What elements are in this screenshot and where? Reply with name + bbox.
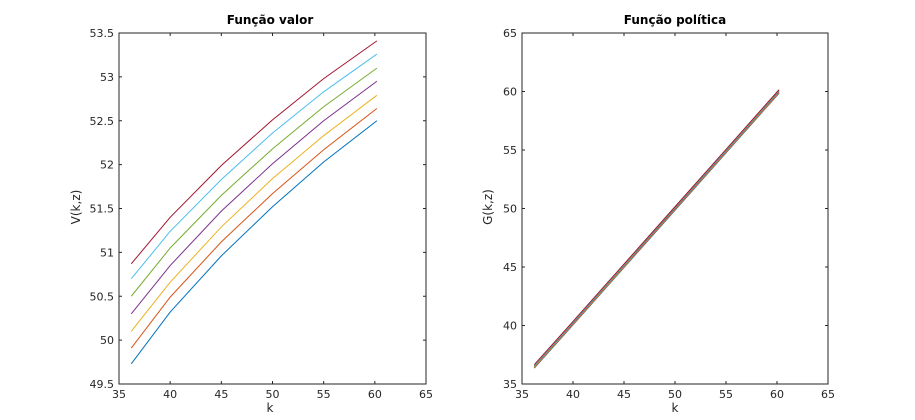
x-tick-label: 55 [317, 388, 331, 401]
y-tick-label: 53 [100, 71, 114, 84]
x-tick-label: 65 [821, 388, 835, 401]
x-tick-label: 50 [668, 388, 682, 401]
y-tick-label: 49.5 [90, 378, 115, 391]
x-tick-label: 65 [419, 388, 433, 401]
plot-area: 35 40 45 50 55 60 65 35 40 45 50 55 60 65 [503, 27, 835, 401]
y-tick-label: 50 [503, 203, 517, 216]
series-line-7 [533, 89, 780, 366]
x-axis-label: k [672, 401, 679, 415]
x-axis-label: k [267, 401, 274, 415]
y-tick-label: 35 [503, 378, 517, 391]
series-line-1 [130, 120, 378, 365]
policy-function-chart: Função política k G(k,z) 35 40 45 50 55 60 653… [481, 13, 835, 415]
x-tick-label: 45 [617, 388, 631, 401]
series-line-5 [130, 67, 378, 297]
chart-title: Função valor [227, 13, 314, 27]
y-axis-label: V(k,z) [69, 190, 83, 225]
plot-area: 35 40 45 50 55 60 65 49.5 50 50.5 51 51.5 52 52.5 53 53… [90, 27, 434, 401]
y-tick-label: 55 [503, 144, 517, 157]
y-tick-label: 50 [100, 334, 114, 347]
series-line-2 [130, 108, 378, 349]
x-tick-label: 35 [112, 388, 126, 401]
y-tick-label: 51.5 [90, 203, 115, 216]
x-tick-label: 60 [770, 388, 784, 401]
y-tick-label: 52.5 [90, 115, 115, 128]
x-tick-label: 50 [266, 388, 280, 401]
y-tick-label: 52 [100, 159, 114, 172]
y-tick-label: 53.5 [90, 27, 115, 40]
x-tick-label: 35 [515, 388, 529, 401]
value-function-chart: Função valor k V(k,z) 35 40 45 50 55 60 65 49.5… [69, 13, 433, 415]
y-axis-label: G(k,z) [481, 189, 495, 225]
y-tick-label: 65 [503, 27, 517, 40]
chart-title: Função política [624, 13, 726, 27]
x-tick-label: 40 [163, 388, 177, 401]
x-tick-label: 55 [719, 388, 733, 401]
x-tick-label: 40 [566, 388, 580, 401]
y-tick-label: 60 [503, 86, 517, 99]
y-tick-label: 45 [503, 261, 517, 274]
series-line-3 [130, 94, 378, 332]
y-tick-label: 50.5 [90, 290, 115, 303]
series-line-4 [130, 80, 378, 315]
series-line-6 [130, 53, 378, 280]
x-tick-label: 60 [368, 388, 382, 401]
y-tick-label: 51 [100, 246, 114, 259]
x-tick-label: 45 [214, 388, 228, 401]
y-tick-label: 40 [503, 320, 517, 333]
series-line-7 [130, 40, 378, 265]
